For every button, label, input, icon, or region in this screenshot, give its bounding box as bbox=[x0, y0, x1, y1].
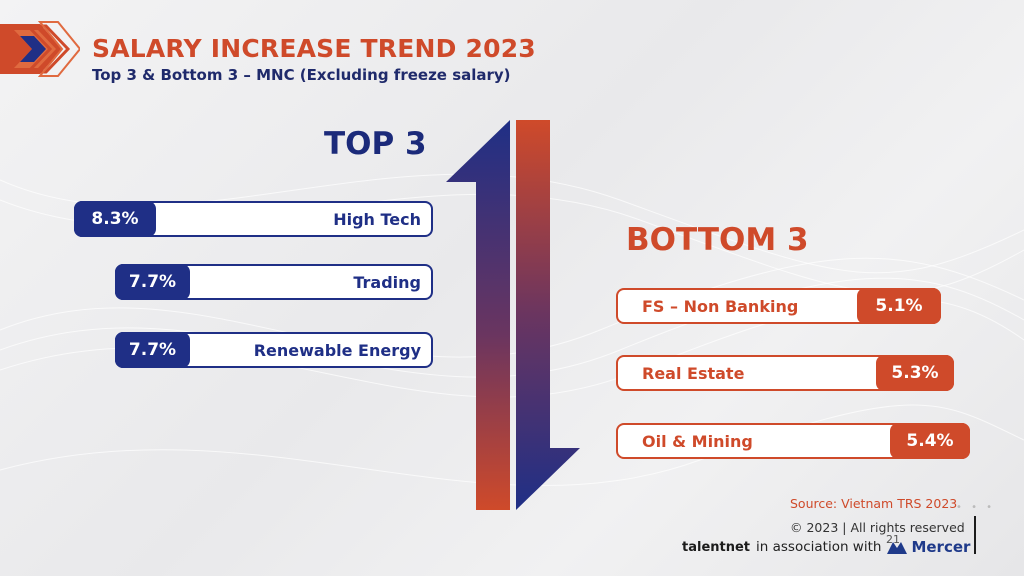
page-number: 21 bbox=[886, 533, 900, 546]
top-item-renewable-energy: 7.7% Renewable Energy bbox=[115, 332, 433, 368]
top-item-value: 7.7% bbox=[115, 332, 190, 368]
copyright-text: © 2023 | All rights reserved bbox=[790, 520, 965, 535]
top-item-trading: 7.7% Trading bbox=[115, 264, 433, 300]
footer-divider bbox=[974, 516, 976, 554]
association-text: in association with bbox=[756, 539, 882, 555]
mercer-logo-icon bbox=[887, 542, 908, 554]
bottom-item-real-estate: Real Estate 5.3% bbox=[616, 355, 954, 391]
up-down-arrows-icon bbox=[446, 120, 580, 510]
decorative-dots: • • • bbox=[956, 502, 996, 513]
mercer-logo: Mercer bbox=[911, 538, 971, 556]
bottom-item-oil-mining: Oil & Mining 5.4% bbox=[616, 423, 970, 459]
talentnet-logo: talentnet bbox=[682, 539, 751, 555]
bottom-item-label: Real Estate bbox=[642, 363, 745, 383]
source-note: Source: Vietnam TRS 2023 bbox=[790, 496, 958, 511]
bottom-item-label: FS – Non Banking bbox=[642, 296, 799, 316]
bottom3-heading: BOTTOM 3 bbox=[626, 222, 809, 258]
page-title: SALARY INCREASE TREND 2023 bbox=[92, 34, 536, 63]
bottom-item-fs-non-banking: FS – Non Banking 5.1% bbox=[616, 288, 941, 324]
top3-heading: TOP 3 bbox=[324, 126, 427, 162]
top-item-value: 8.3% bbox=[74, 201, 156, 237]
top-item-label: Trading bbox=[353, 272, 421, 292]
top-item-label: Renewable Energy bbox=[253, 340, 421, 360]
brand-line: talentnet in association with Mercer bbox=[682, 538, 970, 556]
bottom-item-value: 5.1% bbox=[857, 288, 941, 324]
top-item-label: High Tech bbox=[333, 209, 421, 229]
bottom-item-value: 5.4% bbox=[890, 423, 970, 459]
top-item-high-tech: 8.3% High Tech bbox=[74, 201, 433, 237]
top-item-value: 7.7% bbox=[115, 264, 190, 300]
page-subtitle: Top 3 & Bottom 3 – MNC (Excluding freeze… bbox=[92, 66, 511, 84]
bottom-item-value: 5.3% bbox=[876, 355, 954, 391]
bottom-item-label: Oil & Mining bbox=[642, 431, 753, 451]
layered-chevron-logo-icon bbox=[0, 21, 80, 77]
